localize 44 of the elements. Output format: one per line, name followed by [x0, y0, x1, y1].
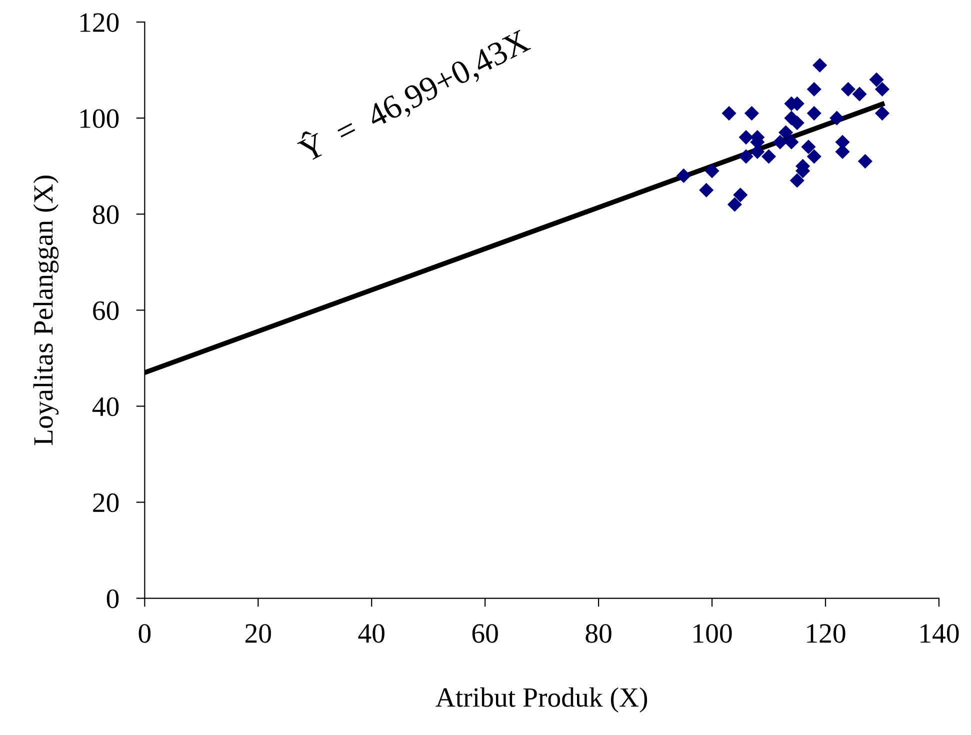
point: [772, 134, 788, 150]
point: [812, 58, 828, 73]
point: [790, 173, 804, 188]
point: [830, 110, 844, 126]
point: [676, 168, 691, 183]
point: [790, 116, 804, 130]
y-axis-title: Loyalitas Pelanggan (X): [33, 176, 59, 446]
y-tick-label: 60: [93, 301, 119, 320]
y-tick-label: 20: [93, 493, 119, 512]
x-tick-label: 20: [245, 624, 271, 643]
point: [784, 134, 799, 150]
x-tick-label: 60: [472, 624, 498, 643]
x-tick-label: 120: [807, 624, 846, 643]
point: [704, 164, 720, 178]
point: [852, 86, 867, 102]
y-tick-label: 120: [80, 13, 119, 32]
point: [699, 182, 714, 198]
x-tick-label: 0: [138, 624, 151, 643]
point: [806, 106, 822, 121]
y-tick-label: 100: [80, 109, 119, 128]
point: [874, 106, 890, 121]
y-tick-label: 0: [106, 589, 119, 608]
point: [722, 106, 736, 121]
point: [733, 188, 748, 202]
x-tick-label: 40: [358, 624, 384, 643]
point: [806, 149, 822, 164]
point: [840, 82, 856, 97]
point: [744, 106, 760, 121]
point: [869, 72, 884, 87]
point: [874, 82, 890, 97]
x-axis-title: Atribut Produk (X): [436, 687, 648, 713]
point: [858, 154, 872, 169]
y-tick-label: 80: [92, 205, 119, 224]
x-tick-label: 100: [694, 624, 732, 643]
point: [727, 197, 742, 212]
x-tick-label: 140: [920, 624, 959, 643]
point: [761, 149, 776, 164]
point: [778, 125, 794, 140]
point: [806, 82, 822, 97]
x-tick-label: 80: [586, 624, 612, 643]
point: [738, 130, 754, 145]
y-tick-label: 40: [92, 397, 119, 416]
point: [801, 140, 816, 154]
point: [738, 149, 754, 164]
